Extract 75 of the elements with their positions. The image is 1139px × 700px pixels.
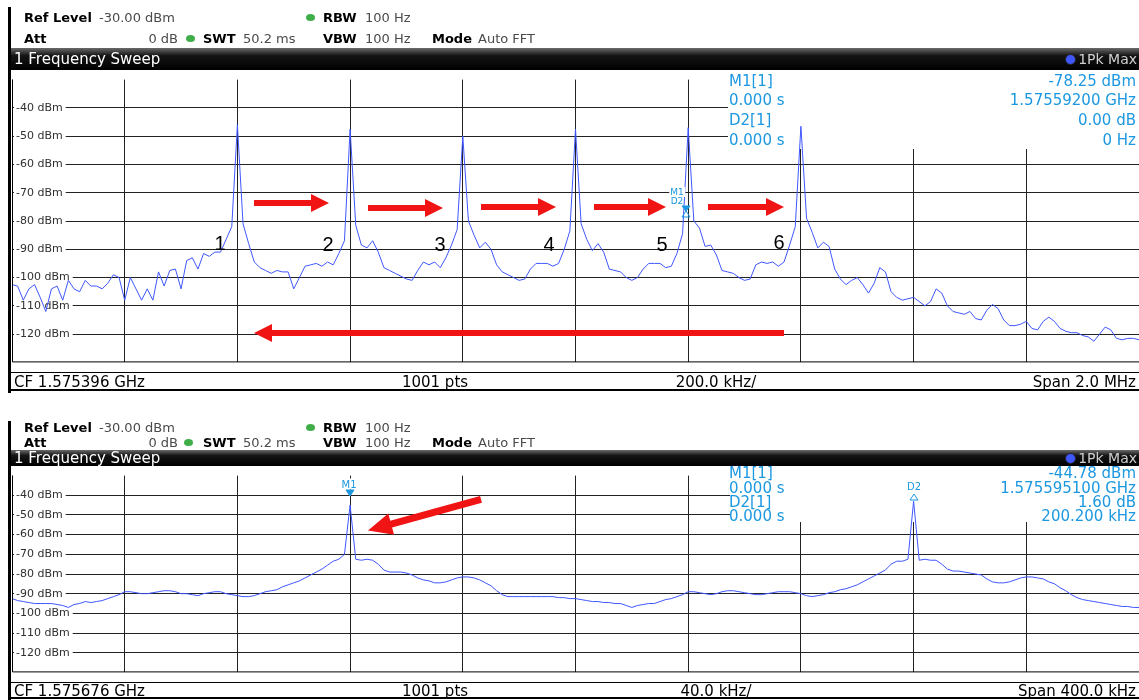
annotation: M1 [669,187,685,197]
chart-title: 1 Frequency Sweep [14,49,161,70]
text: VBW [323,30,357,46]
text: Mode [432,434,472,450]
text: Ref Level [24,9,92,25]
annotation: -44.78 dBm [1048,464,1136,482]
text: 50.2 ms [243,30,296,46]
annotation: M1[1] [729,464,773,482]
text: 100 Hz [365,434,411,450]
text: RBW [323,419,357,435]
text: -30.00 dBm [99,9,175,25]
text: CF 1.575676 GHz [14,681,145,700]
annotation: 6 [773,230,785,254]
text: -30.00 dBm [99,419,175,435]
annotation: 0.000 s [729,91,785,109]
text: 0 dB [148,30,178,46]
y-tick-label: -90 dBm [16,242,63,256]
annotation: 3 [434,232,446,256]
text: RBW [323,9,357,25]
annotation: D2 [906,480,922,492]
y-tick-label: -100 dBm [16,270,70,284]
text: 0 dB [148,434,178,450]
annotation: D2 [670,196,684,206]
y-tick-label: -100 dBm [16,606,70,620]
text: Mode [432,30,472,46]
text: 200.0 kHz/ [675,372,757,391]
annotation: 0 Hz [1102,131,1136,149]
annotation: M1 [340,478,358,490]
annotation: 200.200 kHz [1041,507,1136,525]
legend-label: 1Pk Max [1078,450,1137,466]
annotation: 0.00 dB [1078,111,1136,129]
text: CF 1.575396 GHz [14,372,145,391]
y-tick-label: -110 dBm [16,298,70,312]
text: 1001 pts [401,681,469,700]
text: 40.0 kHz/ [680,681,752,700]
y-tick-label: -80 dBm [16,566,63,580]
y-tick-label: -50 dBm [16,129,63,143]
text: Auto FFT [478,434,535,450]
y-tick-label: -110 dBm [16,625,70,639]
text: Att [24,30,47,46]
text: 100 Hz [365,30,411,46]
text: Auto FFT [478,30,535,46]
annotation: 4 [543,232,555,256]
chart-title: 1 Frequency Sweep [14,449,161,467]
text: Att [24,434,47,450]
text: 50.2 ms [243,434,296,450]
text: 100 Hz [365,9,411,25]
annotation: D2[1] [729,111,772,129]
y-tick-label: -70 dBm [16,185,63,199]
text: SWT [203,30,236,46]
y-tick-label: -50 dBm [16,507,63,521]
y-tick-label: -80 dBm [16,213,63,227]
annotation: M1[1] [729,72,773,90]
annotation: 2 [322,232,334,256]
annotation: 1.57559200 GHz [1009,91,1136,109]
y-tick-label: -70 dBm [16,547,63,561]
text: 100 Hz [365,419,411,435]
y-tick-label: -40 dBm [16,100,63,114]
y-tick-label: -120 dBm [16,326,70,340]
text: VBW [323,434,357,450]
y-tick-label: -60 dBm [16,527,63,541]
annotation: 0.000 s [729,131,785,149]
text: 1001 pts [401,372,469,391]
y-tick-label: -90 dBm [16,586,63,600]
y-tick-label: -120 dBm [16,645,70,659]
text: Ref Level [24,419,92,435]
y-tick-label: -60 dBm [16,157,63,171]
annotation: 1 [214,231,226,255]
annotation: 5 [656,232,668,256]
text: Span 400.0 kHz [1017,681,1136,700]
legend-label: 1Pk Max [1078,51,1137,67]
y-tick-label: -40 dBm [16,488,63,502]
text: Span 2.0 MHz [1032,372,1136,391]
text: SWT [203,434,236,450]
annotation: -78.25 dBm [1048,72,1136,90]
